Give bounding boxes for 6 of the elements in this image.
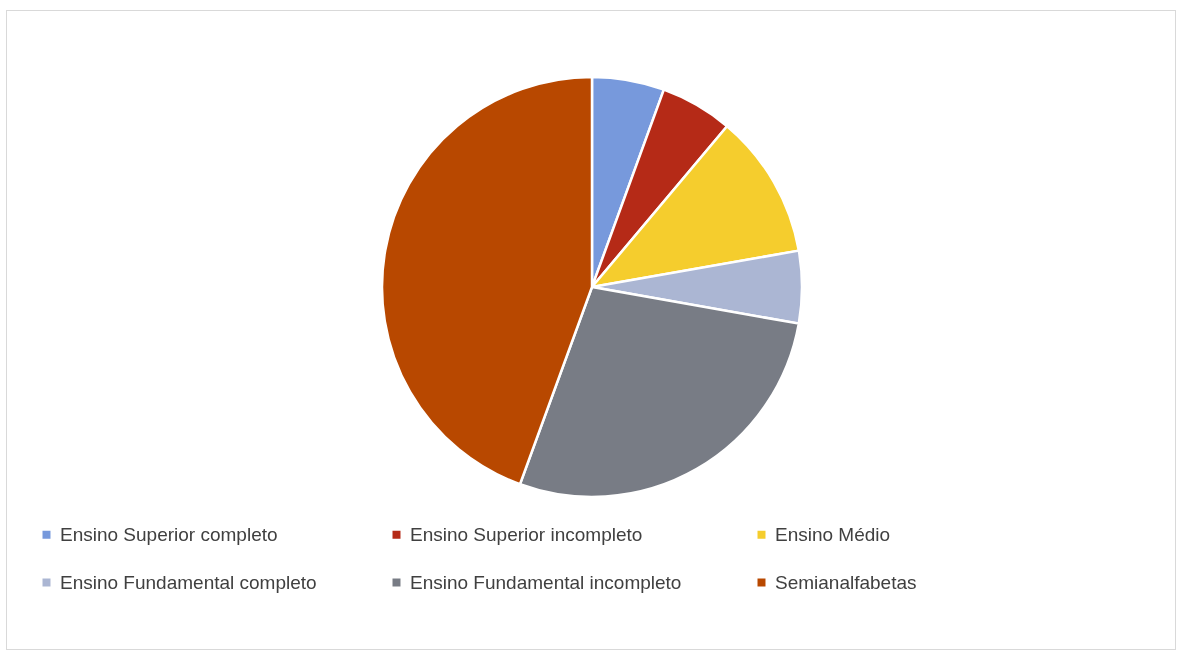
legend-label: Semianalfabetas <box>775 571 917 593</box>
legend-label: Ensino Fundamental incompleto <box>410 571 682 593</box>
legend-label: Ensino Superior incompleto <box>410 523 643 545</box>
legend-label: Ensino Superior completo <box>60 523 278 545</box>
legend-label: Ensino Fundamental completo <box>60 571 317 593</box>
legend-label: Ensino Médio <box>775 523 891 545</box>
